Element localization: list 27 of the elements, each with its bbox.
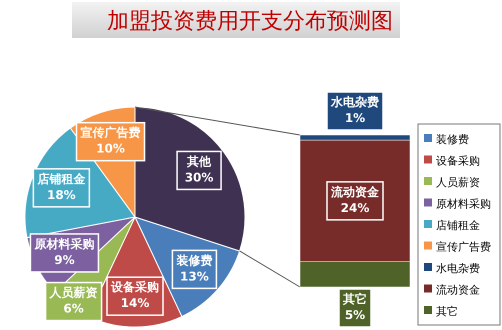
text: 流动资金 [436, 284, 480, 296]
data-label: 24% [340, 200, 370, 215]
chart-title: 加盟投资费用开支分布预测图 [107, 9, 393, 34]
legend-label: 装修费 [436, 133, 469, 146]
data-label: 14% [120, 296, 150, 310]
data-label: 6% [63, 302, 84, 316]
slice-label: 人员薪资 [48, 286, 98, 300]
slice-label: 设备采购 [110, 280, 159, 294]
data-label: 1% [344, 111, 366, 125]
legend-label: 人员薪资 [436, 176, 480, 189]
legend-label: 设备采购 [436, 154, 480, 168]
data-label: 13% [180, 269, 209, 284]
legend-label: 店铺租金 [436, 219, 480, 232]
legend-label: 水电杂费 [436, 262, 480, 275]
slice-label: 原材料采购 [33, 236, 94, 251]
data-label: 9% [54, 252, 75, 267]
legend-label: 其它 [436, 305, 458, 318]
legend-label: 原材料采购 [436, 198, 491, 210]
legend-label: 宣传广告费 [436, 240, 491, 254]
data-label: 5% [344, 308, 366, 322]
data-label: 18% [46, 188, 76, 202]
slice-label: 其他 [186, 154, 212, 168]
slice-label: 装修费 [175, 253, 212, 268]
series-label: 流动资金 [330, 184, 380, 199]
data-label: 30% [184, 170, 214, 184]
text: 其它 [343, 292, 367, 306]
text: 水电杂费 [331, 95, 379, 109]
